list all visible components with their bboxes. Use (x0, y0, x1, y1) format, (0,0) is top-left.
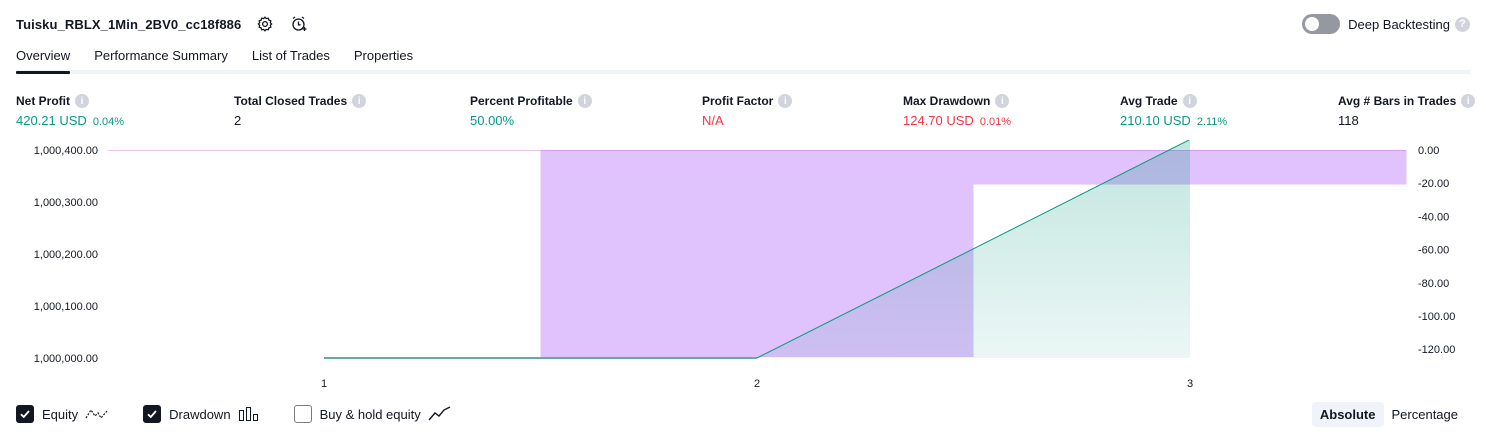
metric-label: Avg # Bars in Trades (1338, 94, 1457, 108)
legend-equity[interactable]: Equity (16, 405, 109, 423)
legend-drawdown[interactable]: Drawdown (143, 405, 259, 423)
metric-value: 118 (1338, 113, 1359, 128)
metric-max-drawdown: Max Drawdown i 124.70 USD 0.01% (903, 93, 1011, 128)
equity-checkbox[interactable] (16, 405, 34, 423)
buy-hold-line-icon (428, 406, 452, 422)
tab-overview[interactable]: Overview (16, 44, 71, 74)
strategy-name: Tuisku_RBLX_1Min_2BV0_cc18f886 (16, 16, 242, 32)
strategy-header: Tuisku_RBLX_1Min_2BV0_cc18f886 (16, 12, 309, 36)
left-axis-tick-label: 1,000,100.00 (34, 301, 98, 313)
x-axis-tick-label: 3 (1187, 378, 1193, 390)
metric-label: Avg Trade (1120, 94, 1178, 108)
right-axis-tick-label: -80.00 (1418, 278, 1449, 290)
tab-list-of-trades[interactable]: List of Trades (251, 48, 330, 63)
help-icon[interactable]: ? (1455, 16, 1470, 32)
add-alert-clock-icon[interactable] (289, 14, 309, 34)
right-axis-tick-label: -20.00 (1418, 178, 1449, 190)
info-icon[interactable]: i (995, 94, 1010, 108)
drawdown-bars-icon (238, 406, 260, 422)
info-icon[interactable]: i (1461, 94, 1476, 108)
metric-label: Max Drawdown (903, 94, 991, 108)
legend-label: Equity (42, 406, 79, 422)
metric-value: N/A (702, 113, 724, 128)
toggle-knob (1305, 17, 1320, 31)
deep-backtesting-toggle[interactable] (1302, 14, 1341, 34)
left-axis-tick-label: 1,000,300.00 (34, 197, 98, 209)
left-axis-tick-label: 1,000,200.00 (34, 249, 98, 261)
metric-total-closed-trades: Total Closed Trades i 2 (234, 93, 367, 128)
deep-backtesting-label: Deep Backtesting (1348, 16, 1450, 32)
legend-label: Buy & hold equity (319, 406, 421, 422)
tab-properties[interactable]: Properties (353, 48, 414, 63)
metric-avg-trade: Avg Trade i 210.10 USD 2.11% (1120, 93, 1227, 128)
equity-drawdown-chart[interactable]: 1,000,400.00 1,000,300.00 1,000,200.00 1,00… (0, 140, 1486, 395)
info-icon[interactable]: i (778, 94, 793, 108)
chart-legend: Equity Drawdown Buy & hold equity (16, 403, 486, 425)
metric-percent-profitable: Percent Profitable i 50.00% (470, 93, 592, 128)
metric-avg-bars: Avg # Bars in Trades i 118 (1338, 93, 1476, 128)
mode-absolute[interactable]: Absolute (1311, 402, 1384, 427)
metric-value: 124.70 USD (903, 113, 974, 128)
right-axis-tick-label: -60.00 (1418, 245, 1449, 257)
tab-bar: Overview Performance Summary List of Tra… (16, 44, 1470, 74)
legend-buy-hold[interactable]: Buy & hold equity (293, 405, 452, 423)
equity-line-icon (85, 406, 109, 422)
metric-value: 2 (234, 113, 242, 128)
metric-net-profit: Net Profit i 420.21 USD 0.04% (16, 93, 124, 128)
metric-value: 210.10 USD (1120, 113, 1191, 128)
x-axis-tick-label: 2 (754, 378, 760, 390)
metric-label: Profit Factor (702, 94, 774, 108)
deep-backtesting: Deep Backtesting ? (1302, 12, 1470, 36)
metric-sub-value: 0.01% (979, 116, 1012, 128)
right-axis-tick-label: 0.00 (1418, 145, 1439, 157)
info-icon[interactable]: i (352, 94, 367, 108)
metric-label: Net Profit (16, 94, 70, 108)
metric-profit-factor: Profit Factor i N/A (702, 93, 793, 128)
right-axis-tick-label: -100.00 (1418, 311, 1455, 323)
mode-percentage[interactable]: Percentage (1391, 407, 1459, 422)
x-axis-tick-label: 1 (321, 378, 327, 390)
buy-hold-checkbox[interactable] (293, 405, 312, 423)
right-axis-tick-label: -40.00 (1418, 211, 1449, 223)
equity-line-segment (756, 140, 1191, 359)
info-icon[interactable]: i (1182, 94, 1197, 108)
metric-label: Percent Profitable (470, 94, 573, 108)
left-axis-tick-label: 1,000,000.00 (34, 353, 98, 365)
info-icon[interactable]: i (75, 94, 89, 108)
metric-value: 420.21 USD (16, 113, 87, 128)
metric-sub-value: 2.11% (1196, 116, 1228, 128)
legend-label: Drawdown (169, 406, 231, 422)
metric-label: Total Closed Trades (234, 94, 348, 108)
left-axis-tick-label: 1,000,400.00 (34, 145, 98, 157)
tab-performance-summary[interactable]: Performance Summary (94, 48, 228, 63)
drawdown-checkbox[interactable] (143, 405, 162, 423)
settings-icon[interactable] (255, 14, 275, 34)
right-axis-tick-label: -120.00 (1418, 344, 1455, 356)
metric-value: 50.00% (470, 113, 515, 128)
metric-sub-value: 0.04% (92, 116, 125, 128)
info-icon[interactable]: i (577, 94, 592, 108)
equity-area (324, 140, 1190, 358)
display-mode-switch: Absolute Percentage (1311, 402, 1466, 427)
